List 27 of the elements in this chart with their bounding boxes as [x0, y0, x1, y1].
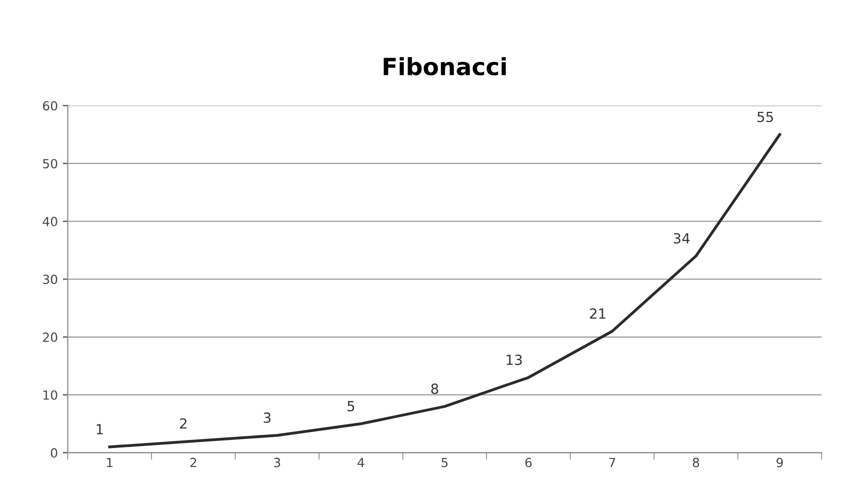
x-tick-label: 8	[692, 458, 700, 468]
y-tick-label: 30	[43, 274, 58, 284]
x-tick-label: 6	[525, 458, 532, 468]
y-tick-label: 50	[43, 158, 58, 168]
data-label: 3	[264, 412, 270, 423]
x-tick-label: 7	[609, 458, 616, 468]
data-label: 55	[758, 112, 773, 122]
y-tick-label: 40	[42, 216, 58, 226]
chart-title: Fibonacci	[384, 57, 506, 76]
x-tick-label: 4	[358, 458, 364, 468]
data-label: 2	[180, 418, 186, 429]
y-tick-label: 10	[44, 390, 58, 400]
data-label: 21	[590, 308, 606, 319]
data-label: 5	[348, 401, 354, 412]
x-tick-label: 5	[442, 458, 448, 468]
x-tick-label: 3	[274, 458, 280, 468]
x-tick-label: 2	[190, 458, 196, 468]
data-label: 13	[506, 354, 522, 366]
y-tick-label: 60	[43, 101, 58, 111]
x-tick-label: 9	[776, 458, 783, 468]
data-label: 8	[431, 384, 438, 394]
y-tick-label: 20	[43, 332, 58, 342]
x-tick-label: 1	[107, 458, 112, 468]
line-series	[108, 133, 782, 448]
data-label: 1	[96, 424, 103, 434]
y-tick-label: 0	[50, 448, 58, 458]
data-label: 34	[674, 233, 690, 244]
